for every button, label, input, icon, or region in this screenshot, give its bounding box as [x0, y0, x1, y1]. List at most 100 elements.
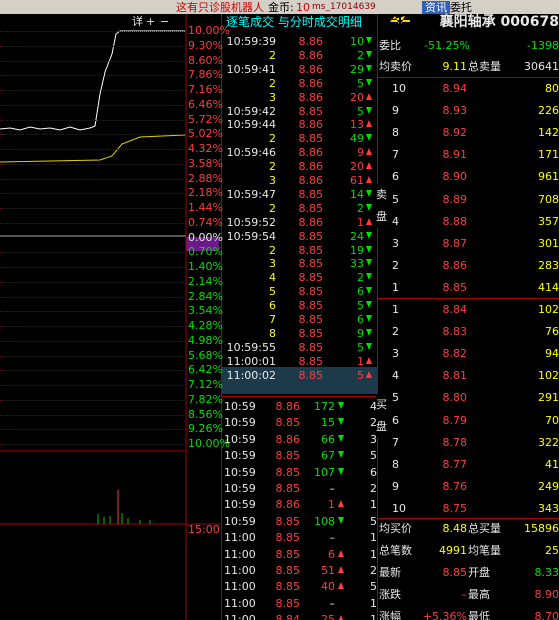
percent-label: 10.00% [188, 24, 230, 37]
arrow [366, 370, 372, 378]
tick-time: 11:00:01 [226, 354, 276, 368]
order-button[interactable]: 委托 [450, 1, 472, 14]
grid-line [0, 31, 186, 32]
minute-time: 10:59 [224, 416, 256, 430]
toolbar-button[interactable]: 详 [132, 15, 143, 28]
level-price: 8.80 [442, 391, 468, 405]
arrow [366, 328, 372, 336]
toolbar-button[interactable]: − [160, 15, 170, 28]
level-volume: 102 [538, 369, 559, 383]
tick-price: 8.86 [298, 160, 324, 174]
percent-label: 5.68% [188, 348, 223, 362]
arrow [338, 566, 344, 573]
level: 8 [392, 126, 399, 140]
avg-line [0, 134, 186, 163]
level-price: 8.76 [442, 479, 468, 493]
wb-diff: -1398 [527, 39, 559, 52]
tick-volume: 29 [350, 62, 364, 76]
percent-label: 5.72% [188, 112, 223, 126]
percent-label: 6.46% [188, 97, 223, 111]
tick-price: 8.85 [298, 354, 324, 368]
level-price: 8.92 [442, 126, 468, 140]
tick-price: 8.86 [298, 215, 324, 229]
grid-line [0, 163, 186, 165]
label: 委比 [379, 39, 401, 52]
stat-value: 8.85 [442, 566, 468, 579]
tick-volume: 1 [357, 215, 364, 229]
grid-line [0, 75, 186, 77]
label: 最低 [468, 610, 490, 620]
separator [377, 14, 378, 620]
percent-label: 4.98% [188, 333, 223, 347]
percent-label: 0.00% [188, 230, 223, 244]
tick-price: 8.85 [298, 201, 324, 215]
tick-price: 8.86 [298, 76, 324, 90]
tick-volume: 5 [357, 368, 364, 382]
tick-time: 10:59:52 [226, 215, 276, 229]
avg-sell: 9.11 [442, 60, 468, 73]
minute-time: 11:00 [224, 580, 256, 594]
tick-price: 8.85 [298, 104, 324, 118]
label: 均笔量 [468, 544, 501, 557]
arrow [366, 189, 372, 197]
tick-price: 8.86 [298, 48, 324, 62]
user: ms_17014639 [312, 2, 376, 12]
tick-volume: 13 [350, 118, 364, 132]
highlight [186, 237, 219, 251]
stat-value: 8.70 [534, 610, 559, 620]
arrow [366, 148, 372, 156]
stat-value: 15896 [524, 522, 559, 535]
tick-time: 10:59:39 [226, 35, 276, 48]
percent-label: 3.58% [188, 156, 223, 170]
percent-label: 9.30% [188, 38, 223, 52]
level: 2 [392, 325, 399, 339]
arrow [366, 259, 372, 267]
minute-volume: – [329, 531, 336, 545]
percent-label: 0.74% [188, 215, 223, 229]
level-volume: 283 [538, 258, 559, 272]
level-price: 8.86 [442, 258, 468, 272]
toolbar-button[interactable]: + [146, 15, 156, 28]
minute-volume: 40 [321, 580, 335, 594]
arrow [366, 176, 372, 183]
level-price: 8.78 [442, 435, 468, 449]
tick-volume: 24 [350, 229, 364, 243]
tick-volume: 20 [350, 160, 364, 174]
grid-line [0, 296, 186, 298]
total-sell: 30641 [524, 60, 559, 73]
arrow [366, 203, 372, 211]
minute-count: 2 [370, 416, 377, 430]
level-volume: 708 [538, 192, 559, 206]
minute-price: 8.85 [275, 531, 301, 545]
tick-price: 8.86 [298, 174, 324, 187]
minute-count: 5 [370, 580, 377, 594]
tick-price: 8.86 [298, 35, 324, 48]
percent-label: 7.16% [188, 83, 223, 96]
stock-name: 襄阳轴承 000678 [439, 14, 559, 30]
level-volume: 226 [538, 104, 559, 118]
minute-time: 10:59 [224, 498, 256, 512]
level-price: 8.81 [442, 369, 468, 383]
minute-price: 8.86 [275, 432, 301, 446]
tick-price: 8.85 [298, 271, 324, 285]
level-volume: 322 [538, 435, 559, 449]
percent-label: 0.70% [188, 245, 223, 259]
percent-label: 6.42% [188, 363, 223, 377]
news-button[interactable]: 资讯 [422, 1, 450, 14]
level-volume: 41 [545, 457, 559, 471]
grid-line [0, 399, 186, 401]
grid-line [0, 355, 186, 357]
level-volume: 70 [545, 413, 559, 427]
arrow [366, 356, 372, 364]
level-price: 8.93 [442, 104, 468, 118]
tick-volume: 19 [350, 243, 364, 257]
top-bar [0, 0, 559, 14]
label: 开盘 [468, 566, 490, 579]
stat-value: 25 [545, 544, 559, 557]
arrow [366, 342, 372, 350]
level-volume: 94 [545, 347, 559, 361]
arrow [338, 451, 344, 459]
level-price: 8.84 [442, 303, 468, 316]
level-price: 8.75 [442, 501, 468, 515]
tick-time: 10:59:54 [226, 229, 276, 243]
